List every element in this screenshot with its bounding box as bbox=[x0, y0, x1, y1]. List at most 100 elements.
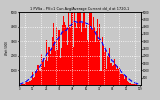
Bar bbox=[115, 64, 116, 85]
Bar bbox=[69, 27, 71, 85]
Bar bbox=[98, 40, 99, 85]
Bar bbox=[76, 28, 77, 85]
Bar bbox=[30, 81, 31, 85]
Bar bbox=[131, 84, 132, 85]
Bar bbox=[66, 27, 67, 85]
Bar bbox=[50, 54, 51, 85]
Bar bbox=[73, 47, 74, 85]
Bar bbox=[103, 46, 104, 85]
Bar bbox=[48, 47, 50, 85]
Bar bbox=[77, 12, 78, 85]
Bar bbox=[24, 84, 25, 85]
Bar bbox=[89, 14, 91, 85]
Bar bbox=[132, 84, 134, 85]
Bar bbox=[128, 82, 129, 85]
Bar bbox=[86, 25, 87, 85]
Bar bbox=[110, 63, 112, 85]
Bar bbox=[67, 45, 68, 85]
Bar bbox=[65, 25, 66, 85]
Bar bbox=[39, 70, 40, 85]
Bar bbox=[109, 48, 110, 85]
Bar bbox=[107, 56, 108, 85]
Bar bbox=[63, 16, 64, 85]
Bar bbox=[102, 37, 103, 85]
Bar bbox=[88, 42, 89, 85]
Bar bbox=[58, 30, 60, 85]
Bar bbox=[43, 58, 44, 85]
Bar bbox=[114, 59, 115, 85]
Bar bbox=[42, 62, 43, 85]
Bar bbox=[97, 19, 98, 85]
Bar bbox=[129, 83, 130, 85]
Bar bbox=[21, 84, 22, 85]
Bar bbox=[84, 12, 85, 85]
Bar bbox=[78, 12, 80, 85]
Bar bbox=[52, 37, 53, 85]
Bar bbox=[28, 82, 29, 85]
Bar bbox=[106, 69, 107, 85]
Bar bbox=[22, 84, 23, 85]
Bar bbox=[120, 74, 121, 85]
Bar bbox=[96, 31, 97, 85]
Bar bbox=[47, 61, 48, 85]
Bar bbox=[26, 82, 28, 85]
Bar bbox=[99, 24, 100, 85]
Bar bbox=[119, 67, 120, 85]
Bar bbox=[125, 75, 126, 85]
Bar bbox=[116, 69, 117, 85]
Bar bbox=[23, 84, 24, 85]
Bar bbox=[83, 13, 84, 85]
Bar bbox=[134, 84, 135, 85]
Bar bbox=[121, 74, 123, 85]
Bar bbox=[100, 71, 102, 85]
Bar bbox=[75, 23, 76, 85]
Bar bbox=[85, 28, 86, 85]
Bar bbox=[93, 17, 94, 85]
Bar bbox=[126, 76, 127, 85]
Bar bbox=[74, 12, 75, 85]
Bar bbox=[64, 22, 65, 85]
Bar bbox=[35, 71, 36, 85]
Bar bbox=[72, 12, 73, 85]
Bar bbox=[32, 72, 33, 85]
Bar bbox=[118, 69, 119, 85]
Bar bbox=[92, 30, 93, 85]
Title: 1 PVSa - PV=1 Cun Avg/Average Current dd_d at 1720-1: 1 PVSa - PV=1 Cun Avg/Average Current dd… bbox=[30, 7, 130, 11]
Bar bbox=[45, 60, 46, 85]
Bar bbox=[80, 32, 82, 85]
Bar bbox=[127, 81, 128, 85]
Bar bbox=[108, 54, 109, 85]
Bar bbox=[51, 49, 52, 85]
Bar bbox=[62, 25, 63, 85]
Bar bbox=[130, 83, 131, 85]
Bar bbox=[82, 23, 83, 85]
Bar bbox=[29, 81, 30, 85]
Bar bbox=[46, 40, 47, 85]
Bar bbox=[55, 51, 56, 85]
Bar bbox=[41, 54, 42, 85]
Bar bbox=[105, 50, 106, 85]
Bar bbox=[95, 42, 96, 85]
Bar bbox=[25, 82, 26, 85]
Bar bbox=[37, 65, 39, 85]
Bar bbox=[57, 50, 58, 85]
Bar bbox=[112, 66, 113, 85]
Bar bbox=[40, 71, 41, 85]
Y-axis label: Watt 5000: Watt 5000 bbox=[5, 42, 9, 55]
Bar bbox=[44, 67, 45, 85]
Bar bbox=[33, 78, 34, 85]
Bar bbox=[117, 66, 118, 85]
Bar bbox=[87, 40, 88, 85]
Bar bbox=[56, 27, 57, 85]
Bar bbox=[34, 77, 35, 85]
Bar bbox=[31, 80, 32, 85]
Bar bbox=[36, 72, 37, 85]
Bar bbox=[91, 12, 92, 85]
Bar bbox=[54, 41, 55, 85]
Bar bbox=[104, 52, 105, 85]
Bar bbox=[124, 79, 125, 85]
Bar bbox=[61, 48, 62, 85]
Bar bbox=[53, 23, 54, 85]
Bar bbox=[135, 84, 136, 85]
Bar bbox=[136, 84, 137, 85]
